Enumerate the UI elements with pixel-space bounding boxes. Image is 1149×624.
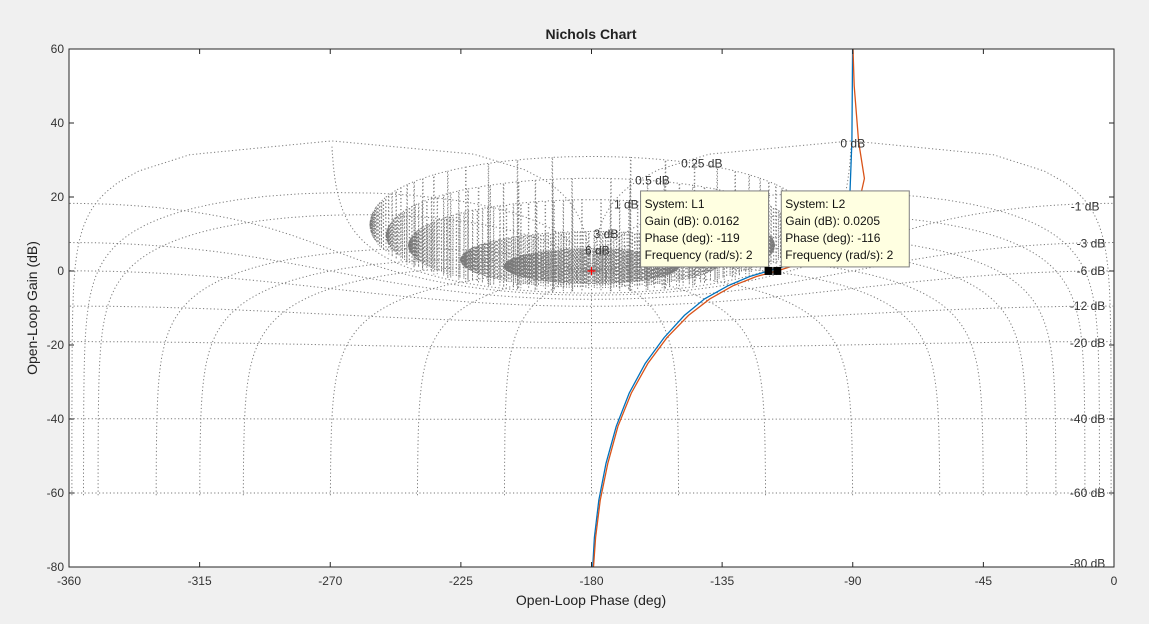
grid-labels: 0 dB 0.25 dB 0.5 dB 1 dB 3 dB 6 dB -1 dB -3 dB -…: [585, 136, 1105, 570]
grid-contour-label: -40 dB: [1070, 412, 1105, 426]
phase-contour: [591, 270, 766, 496]
grid-contour-label: -12 dB: [1070, 299, 1105, 313]
y-tick-label: 20: [51, 190, 65, 204]
datatip-line: System: L1: [645, 197, 705, 211]
datatip-line: Gain (dB): 0.0162: [645, 214, 740, 228]
axis-ticks: -360 -315 -270 -225 -180 -135 -90 -45 0 -80 -60 -40…: [47, 42, 1118, 588]
y-tick-label: -80: [47, 560, 65, 574]
y-tick-label: -40: [47, 412, 65, 426]
grid-contour-label: -80 dB: [1070, 556, 1105, 570]
gain-contour: [70, 341, 1113, 349]
y-tick-label: 0: [57, 264, 64, 278]
datatip-marker[interactable]: [773, 266, 782, 275]
grid-contour-label: -1 dB: [1071, 199, 1100, 213]
critical-point-marker: [587, 267, 596, 275]
gain-contour: [69, 242, 1114, 300]
grid-contour-label: 3 dB: [594, 227, 619, 241]
gain-contour: [69, 305, 1114, 324]
grid-contour-label: 0 dB: [840, 136, 865, 150]
y-tick-label: 60: [51, 42, 65, 56]
x-tick-label: -180: [579, 574, 603, 588]
grid-contour-label: -60 dB: [1070, 486, 1105, 500]
datatip-line: Gain (dB): 0.0205: [785, 214, 880, 228]
phase-contour: [591, 192, 1100, 496]
grid-contour-label: -3 dB: [1077, 236, 1106, 250]
phase-contour: [329, 270, 592, 496]
datatip-box: [640, 190, 770, 268]
x-tick-label: 0: [1111, 574, 1118, 588]
phase-contour: [417, 270, 592, 496]
phase-contour: [591, 270, 854, 496]
phase-contour: [591, 270, 679, 496]
datatip-l2[interactable]: System: L2 Gain (dB): 0.0205 Phase (deg): …: [773, 190, 910, 275]
y-tick-label: -20: [47, 338, 65, 352]
datatip-l1[interactable]: System: L1 Gain (dB): 0.0162 Phase (deg): …: [640, 190, 773, 275]
chart-title: Nichols Chart: [545, 26, 636, 42]
datatip-line: Phase (deg): -119: [645, 231, 740, 245]
x-axis-label: Open-Loop Phase (deg): [516, 592, 666, 608]
gain-contour: [369, 156, 814, 292]
datatip-box: [780, 190, 910, 268]
x-tick-label: -315: [188, 574, 212, 588]
grid-contour-label: 0.25 dB: [681, 157, 722, 171]
phase-contour: [591, 235, 1057, 496]
phase-contour: [591, 259, 984, 496]
grid-contour-label: -20 dB: [1070, 336, 1105, 350]
x-tick-label: -135: [710, 574, 734, 588]
phase-contour: [155, 248, 592, 496]
x-tick-label: -45: [975, 574, 993, 588]
grid-contour-label: 1 dB: [614, 197, 639, 211]
datatip-line: System: L2: [785, 197, 845, 211]
datatips: System: L1 Gain (dB): 0.0162 Phase (deg): …: [640, 190, 910, 275]
grid-contour-label: 0.5 dB: [635, 173, 670, 187]
phase-contour: [591, 248, 1028, 496]
datatip-line: Frequency (rad/s): 2: [785, 248, 893, 262]
y-tick-label: 40: [51, 116, 65, 130]
x-tick-label: -360: [57, 574, 81, 588]
datatip-marker[interactable]: [764, 266, 773, 275]
y-axis-label: Open-Loop Gain (dB): [24, 241, 40, 375]
phase-contour: [199, 259, 592, 496]
x-tick-label: -90: [844, 574, 862, 588]
datatip-line: Frequency (rad/s): 2: [645, 248, 753, 262]
datatip-line: Phase (deg): -116: [785, 231, 880, 245]
phase-contour: [504, 270, 592, 496]
x-tick-label: -225: [449, 574, 473, 588]
grid-contour-label: 6 dB: [585, 244, 610, 258]
gain-contour: [69, 202, 1114, 296]
x-tick-label: -270: [318, 574, 342, 588]
phase-contour: [83, 192, 592, 496]
y-tick-label: -60: [47, 486, 65, 500]
series-line-l2[interactable]: [592, 48, 866, 568]
grid-contour-label: -6 dB: [1077, 264, 1106, 278]
